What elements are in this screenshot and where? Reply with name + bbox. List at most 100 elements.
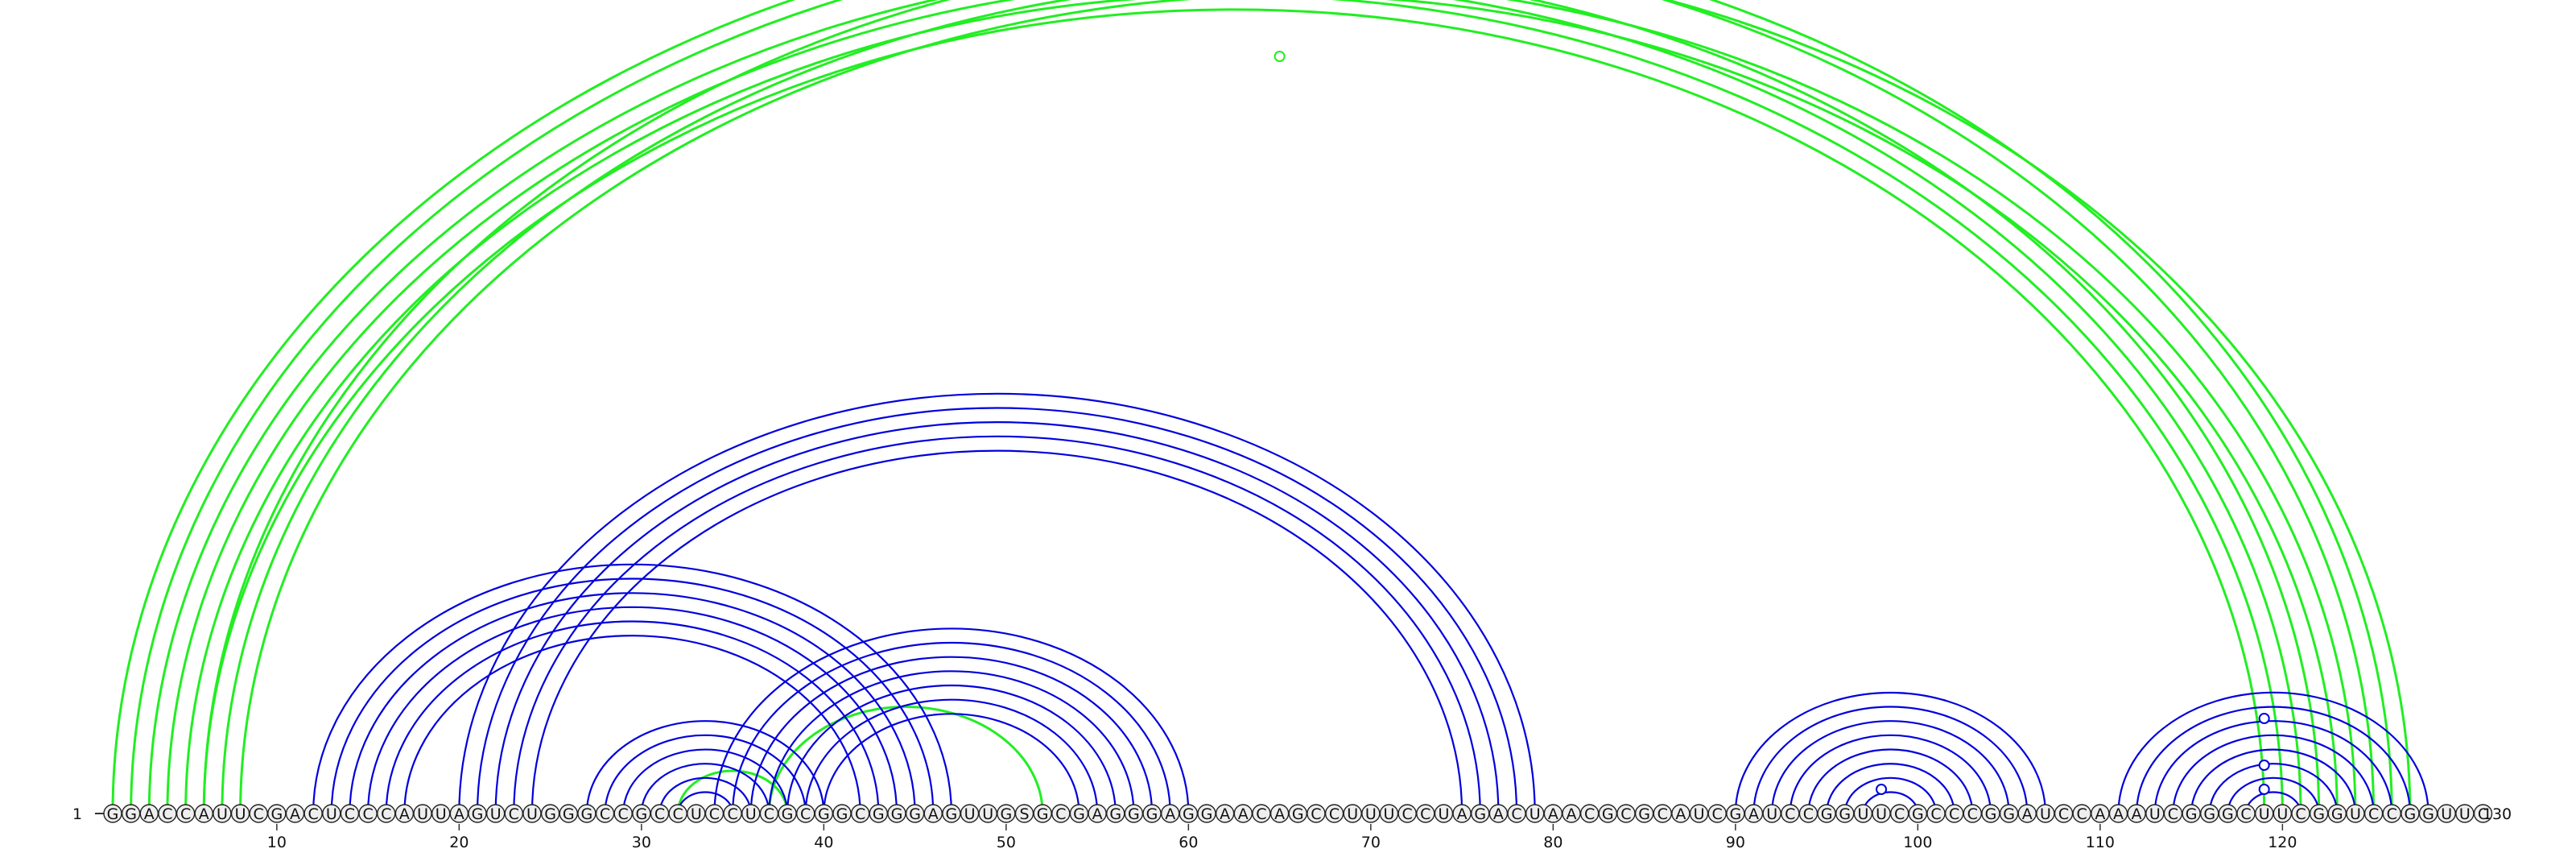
- nucleotide-25: G: [540, 804, 560, 823]
- nucleotide-letter: A: [2022, 805, 2033, 823]
- nucleotide-111: A: [2108, 804, 2128, 823]
- nucleotide-letter: C: [600, 805, 610, 823]
- nucleotide-9: C: [249, 804, 268, 823]
- nucleotide-68: C: [1324, 804, 1344, 823]
- nucleotide-letter: G: [2331, 805, 2343, 823]
- nucleotide-letter: U: [1766, 805, 1777, 823]
- nucleotide-letter: A: [2113, 805, 2124, 823]
- nucleotide-22: U: [485, 804, 506, 823]
- nucleotide-125: C: [2363, 804, 2384, 823]
- nucleotide-81: A: [1562, 804, 1581, 823]
- arc-long-range-green-2: [130, 0, 2376, 814]
- arc-blue-stem-20-78-2: [476, 407, 1518, 814]
- nucleotide-21: G: [468, 804, 487, 823]
- nucleotide-86: C: [1653, 804, 1672, 823]
- arc-blue-stem-12-45-5: [385, 620, 880, 814]
- nucleotide-letter: G: [1037, 805, 1049, 823]
- nucleotide-28: C: [595, 804, 615, 823]
- tick-label-110: 110: [2086, 834, 2115, 851]
- arc-blue-stem-35-60-3: [749, 656, 1154, 814]
- nucleotide-letter: G: [946, 805, 958, 823]
- nucleotide-letter: G: [2186, 805, 2198, 823]
- nucleotide-71: U: [1379, 804, 1399, 823]
- arc-outer-green-pair-1: [202, 0, 2412, 814]
- nucleotide-letter: U: [2149, 805, 2161, 823]
- nucleotide-1: G: [103, 804, 122, 823]
- nucleotide-23: C: [504, 804, 523, 823]
- nucleotide-letter: C: [1967, 805, 1978, 823]
- nucleotide-letter: U: [1694, 805, 1705, 823]
- tick-label-30: 30: [632, 834, 651, 851]
- open-marker-5: [2258, 713, 2270, 724]
- nucleotide-120: U: [2273, 804, 2293, 823]
- nucleotide-letter: C: [855, 805, 865, 823]
- nucleotide-letter: G: [635, 805, 647, 823]
- arc-small-green-loop-2: [767, 705, 1044, 814]
- arc-blue-stem-111-128-2: [2136, 706, 2411, 814]
- nucleotide-letter: U: [1347, 805, 1358, 823]
- arc-blue-stem-90-107-4: [1789, 734, 1992, 814]
- nucleotide-letter: A: [454, 805, 464, 823]
- nucleotide-letter: C: [1785, 805, 1795, 823]
- nucleotide-letter: C: [381, 805, 391, 823]
- nucleotide-116: G: [2200, 804, 2219, 823]
- nucleotide-letter: C: [1256, 805, 1266, 823]
- open-markers: [1274, 51, 2270, 795]
- nucleotide-letter: U: [2441, 805, 2452, 823]
- nucleotide-letter: G: [818, 805, 830, 823]
- nucleotide-112: A: [2127, 804, 2146, 823]
- nucleotide-letter: G: [563, 805, 575, 823]
- nucleotide-letter: C: [1511, 805, 1521, 823]
- nucleotide-108: C: [2054, 804, 2074, 823]
- nucleotide-24: U: [522, 804, 542, 823]
- nucleotide-letter: G: [581, 805, 593, 823]
- arcs-layer: [113, 0, 2429, 814]
- arc-blue-stem-35-60-1: [713, 627, 1190, 814]
- tick-label-60: 60: [1179, 834, 1198, 851]
- nucleotide-letter: U: [490, 805, 502, 823]
- nucleotide-letter: G: [1109, 805, 1121, 823]
- nucleotide-10: G: [267, 804, 287, 823]
- arc-blue-stem-27-40-1: [585, 720, 825, 814]
- nucleotide-103: C: [1963, 804, 1983, 823]
- nucleotide-letter: A: [2095, 805, 2105, 823]
- tick-label-90: 90: [1726, 834, 1745, 851]
- nucleotide-39: C: [796, 804, 815, 823]
- nucleotide-letter: G: [1073, 805, 1085, 823]
- nucleotide-30: G: [632, 804, 651, 823]
- arc-blue-stem-90-107-7: [1843, 776, 1938, 814]
- arc-blue-stem-111-128-5: [2190, 748, 2357, 814]
- nucleotide-letter: A: [1238, 805, 1249, 823]
- nucleotide-123: G: [2327, 804, 2347, 823]
- nucleotide-48: U: [960, 804, 980, 823]
- nucleotide-letter: G: [782, 805, 794, 823]
- nucleotide-119: U: [2254, 804, 2274, 823]
- arc-blue-stem-20-78-3: [494, 421, 1500, 814]
- nucleotide-letter: C: [800, 805, 811, 823]
- nucleotide-letter: C: [1949, 805, 1959, 823]
- nucleotide-2: G: [121, 804, 141, 823]
- nucleotide-letter: A: [1748, 805, 1759, 823]
- nucleotide-letter: U: [235, 805, 246, 823]
- nucleotide-letter: A: [2132, 805, 2142, 823]
- nucleotide-letter: C: [1657, 805, 1668, 823]
- nucleotide-79: U: [1525, 804, 1545, 823]
- nucleotide-40: G: [814, 804, 834, 823]
- nucleotide-18: U: [413, 804, 432, 823]
- nucleotide-114: C: [2163, 804, 2183, 823]
- nucleotide-letter: A: [1274, 805, 1285, 823]
- nucleotide-44: G: [887, 804, 906, 823]
- nucleotide-letter: G: [836, 805, 848, 823]
- nucleotide-50: G: [997, 804, 1016, 823]
- nucleotide-letter: C: [254, 805, 264, 823]
- nucleotide-72: C: [1397, 804, 1417, 823]
- nucleotide-letter: C: [2478, 805, 2488, 823]
- arc-long-range-green-1: [113, 0, 2392, 814]
- nucleotide-101: C: [1926, 804, 1946, 823]
- arc-blue-stem-111-128-4: [2172, 734, 2375, 814]
- nucleotide-35: C: [723, 804, 742, 823]
- nucleotide-85: G: [1634, 804, 1654, 823]
- nucleotide-19: U: [431, 804, 451, 823]
